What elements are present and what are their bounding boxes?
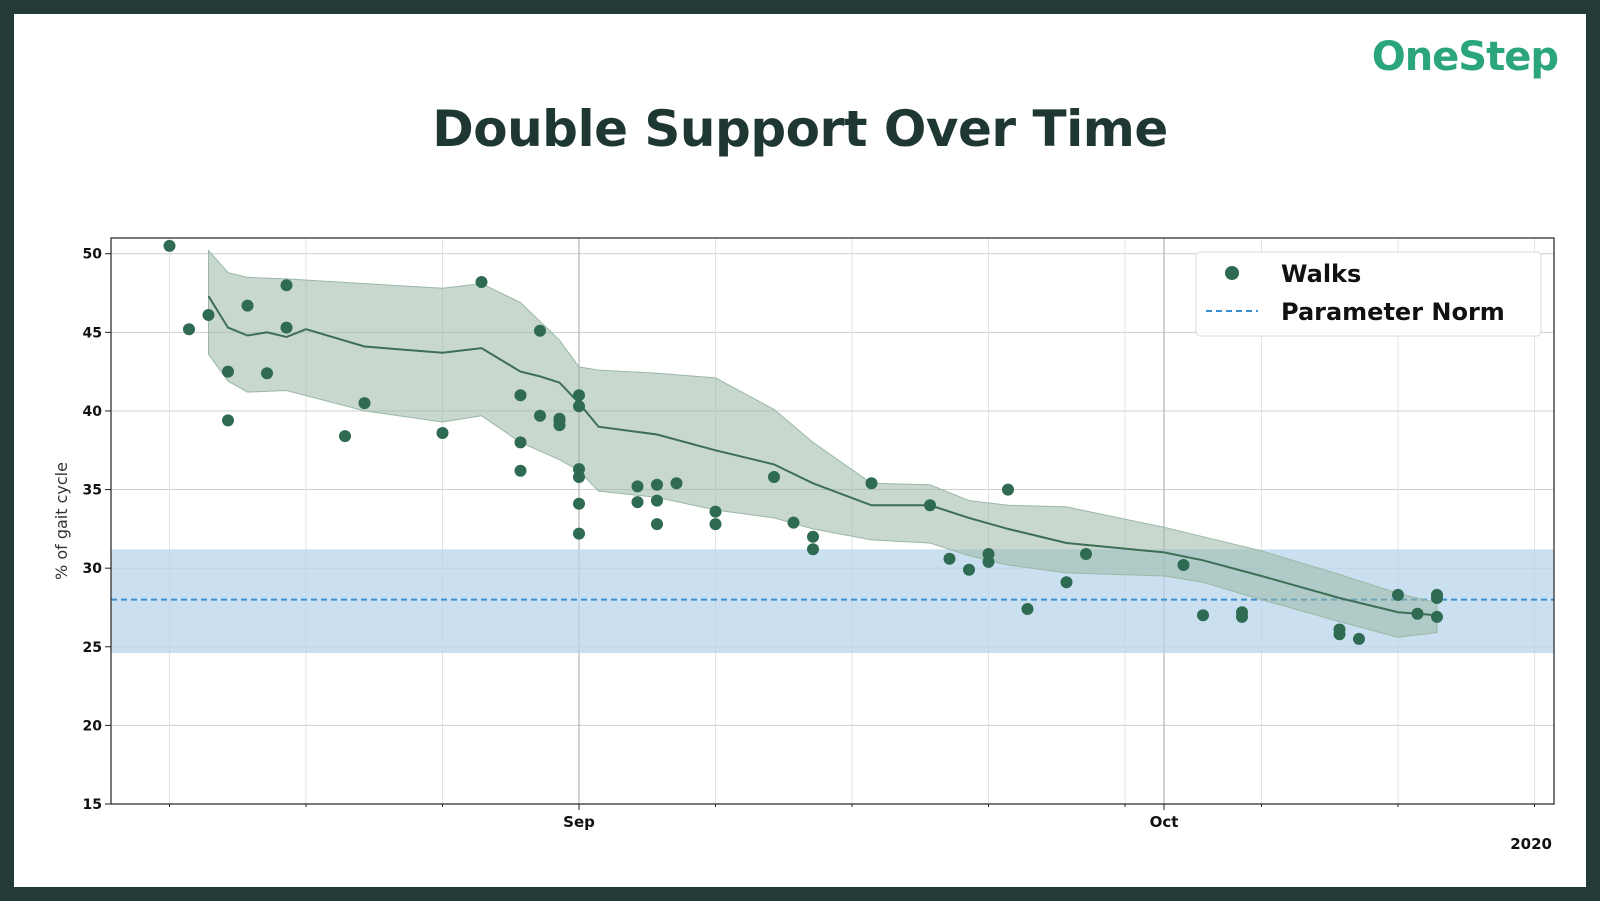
walk-point (534, 409, 546, 422)
brand-logo: OneStep (1371, 34, 1559, 80)
legend-box (1195, 251, 1542, 337)
walk-point (514, 464, 527, 477)
page-title: Double Support Over Time (432, 100, 1168, 158)
walk-point (1080, 548, 1092, 560)
x-tick-label: Oct (1150, 813, 1179, 831)
walk-point (807, 543, 819, 556)
y-tick-label: 25 (83, 640, 102, 656)
walk-point (553, 414, 566, 427)
walk-point (943, 552, 956, 565)
trend-line-path (207, 295, 1438, 617)
walk-point (651, 494, 663, 507)
walk-point (163, 239, 176, 252)
walk-point (924, 499, 936, 512)
walk-point (1236, 610, 1248, 623)
walk-point (222, 414, 234, 427)
walk-point (514, 436, 527, 449)
walk-point (573, 400, 585, 413)
y-axis: 15 20 25 30 35 40 45 50 (83, 247, 111, 813)
walk-point (1392, 588, 1404, 601)
walk-point (1060, 576, 1073, 589)
walk-point (222, 365, 234, 378)
y-tick-label: 20 (83, 718, 103, 734)
trend-line (207, 295, 1438, 617)
walk-point (573, 527, 585, 540)
walk-point (573, 497, 585, 510)
walk-point (1431, 610, 1443, 623)
y-tick-label: 40 (83, 404, 103, 420)
y-tick-label: 30 (83, 561, 103, 577)
walk-point (1353, 632, 1365, 645)
walk-point (1333, 628, 1346, 641)
walk-point (339, 430, 351, 443)
walk-point (651, 518, 663, 531)
walk-point (1411, 607, 1424, 620)
y-axis-label: % of gait cycle (52, 462, 71, 580)
walk-point (358, 397, 371, 410)
y-tick-label: 15 (83, 797, 102, 813)
walk-point (865, 477, 878, 490)
walk-point (807, 530, 819, 543)
walk-point (280, 321, 293, 334)
walk-point (1021, 603, 1034, 615)
walk-point (573, 471, 585, 483)
y-tick-label: 45 (83, 325, 102, 341)
walk-point (1197, 609, 1209, 622)
walk-point (1177, 559, 1190, 571)
walk-point (183, 323, 195, 336)
walk-point (982, 548, 995, 560)
trend-band-area (208, 249, 1438, 638)
walk-point (631, 496, 644, 509)
walk-point (573, 389, 585, 402)
legend-walks-marker (1225, 266, 1239, 280)
walk-point (631, 480, 644, 493)
walk-points (163, 239, 1443, 645)
walk-point (1431, 588, 1443, 601)
y-tick-label: 35 (83, 483, 102, 499)
walk-point (709, 518, 722, 531)
walk-point (534, 324, 546, 337)
legend-norm-label: Parameter Norm (1281, 298, 1505, 326)
walk-point (261, 367, 273, 380)
walk-point (709, 505, 722, 518)
y-tick-label: 50 (83, 247, 103, 263)
trend-band (208, 249, 1438, 638)
walk-point (280, 279, 293, 292)
walk-point (202, 309, 215, 321)
x-tick-label: Sep (563, 813, 595, 831)
walk-point (514, 389, 527, 402)
walk-point (651, 478, 663, 491)
walk-point (787, 516, 800, 529)
walk-point (241, 299, 254, 312)
walk-point (436, 427, 449, 439)
walk-point (963, 563, 975, 576)
walk-point (1002, 483, 1014, 496)
legend-walks-label: Walks (1281, 260, 1361, 288)
walk-point (768, 471, 780, 483)
year-label: 2020 (1510, 835, 1552, 853)
x-axis: Sep Oct (169, 804, 1535, 831)
walk-point (475, 276, 488, 288)
walk-point (670, 477, 683, 490)
legend: Walks Parameter Norm (1195, 251, 1542, 337)
plot-frame (110, 237, 1555, 805)
